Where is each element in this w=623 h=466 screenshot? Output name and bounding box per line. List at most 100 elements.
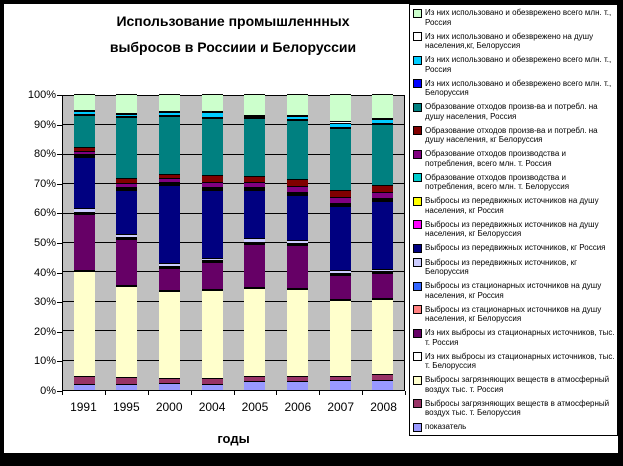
bar-segment [329,206,351,270]
legend-swatch-icon [413,32,422,42]
x-tick-label: 2006 [284,400,312,414]
y-tick-mark [57,272,62,274]
bar-segment [73,157,95,209]
plot-area [62,93,405,391]
bar-segment [73,114,95,116]
bar-segment [286,119,308,121]
bar-segment [73,213,95,215]
legend-label: Из них использовано и обезврежено всего … [425,78,612,98]
bar-segment [116,93,138,113]
legend-swatch-icon [413,196,422,206]
legend-item-18: Выбросы загрязняющих веществ в атмосферн… [413,399,615,418]
bar-segment [244,181,266,188]
bar-segment [73,147,95,152]
bar-segment [244,115,266,117]
bar-segment [159,382,181,390]
bar-segment [329,205,351,207]
bar-segment [201,384,223,390]
legend-label: Из них использовано и обезврежено всего … [425,55,612,74]
legend-item-16: Из них выбросы из стационарных источнико… [413,352,615,371]
bar-segment [73,151,95,155]
y-tick-mark [57,243,62,244]
legend-item-11: Выбросы из передвижных источников, кг Ро… [413,243,615,253]
bar-segment [329,203,351,205]
y-tick-mark [57,213,62,215]
bar-segment [116,115,138,117]
gridline-30 [63,300,404,302]
legend-label: Выбросы загрязняющих веществ в атмосферн… [425,398,610,418]
bar-segment [372,118,394,120]
bar-1991 [73,93,95,390]
bar-segment [201,186,223,188]
bar-segment [159,268,181,291]
bar-segment [372,199,394,201]
legend-swatch-icon [413,220,422,230]
legend-item-2: Из них использовано и обезврежено на душ… [413,32,615,51]
bar-segment [329,197,351,204]
bar-segment [372,200,394,269]
bar-segment [116,384,138,390]
bar-segment [244,175,266,182]
bar-segment [73,109,95,112]
bar-segment [73,208,95,213]
bar-segment [329,375,351,380]
bar-segment [201,112,223,117]
legend-item-3: Из них использовано и обезврежено всего … [413,55,615,74]
bar-2005 [244,93,266,390]
bar-segment [329,299,351,301]
bar-segment [329,269,351,273]
bar-segment [244,190,266,238]
bar-2008 [372,93,394,390]
bar-segment [286,194,308,196]
bar-segment [244,188,266,190]
bar-segment [244,237,266,243]
legend-item-1: Из них использовано и обезврежено всего … [413,8,615,27]
legend-swatch-icon [413,55,422,65]
bar-segment [244,118,266,176]
legend-item-10: Выбросы из передвижных источников на душ… [413,220,615,239]
bar-segment [244,242,266,244]
legend-label: Выбросы загрязняющих веществ в атмосферн… [425,375,610,394]
bar-segment [73,156,95,158]
frame-border-top [0,0,623,4]
bar-segment [159,116,181,174]
bar-segment [201,175,223,183]
bar-segment [372,272,394,274]
bar-segment [329,121,351,123]
legend-label: Выбросы из стационарных источников на ду… [425,281,602,300]
bar-segment [286,243,308,245]
bar-segment [329,274,351,300]
legend-swatch-icon [413,281,422,291]
x-tick-mark [147,391,149,395]
legend-label: Выбросы из передвижных источников, кг Бе… [425,257,578,277]
legend-label: Образование отходов производства и потре… [425,172,570,192]
bar-segment [116,113,138,116]
bar-segment [329,300,351,376]
frame-border-left [0,0,4,466]
gridline-10 [63,359,404,361]
bar-segment [372,184,394,193]
bar-segment [73,115,95,148]
bar-segment [116,233,138,237]
legend-item-8: Образование отходов производства и потре… [413,173,615,192]
legend-swatch-icon [413,102,422,112]
bar-segment [116,112,138,114]
bar-segment [201,188,223,190]
legend-label: Из них использовано и обезврежено на душ… [425,31,594,51]
y-tick-mark [57,154,62,156]
gridline-80 [63,153,404,155]
bar-segment [201,261,223,263]
y-tick-label: 90% [33,118,56,131]
bar-segment [244,244,266,288]
bar-2000 [159,93,181,390]
legend-item-15: Из них выбросы из стационарных источнико… [413,328,615,347]
bar-segment [372,93,394,119]
y-tick-mark [57,331,62,333]
bar-segment [201,262,223,289]
legend-item-19: показатель [413,422,615,432]
gridline-90 [63,124,404,126]
x-tick-label: 2000 [155,400,183,414]
x-tick-label: 1991 [70,400,97,414]
bar-segment [372,192,394,198]
bar-segment [201,182,223,187]
